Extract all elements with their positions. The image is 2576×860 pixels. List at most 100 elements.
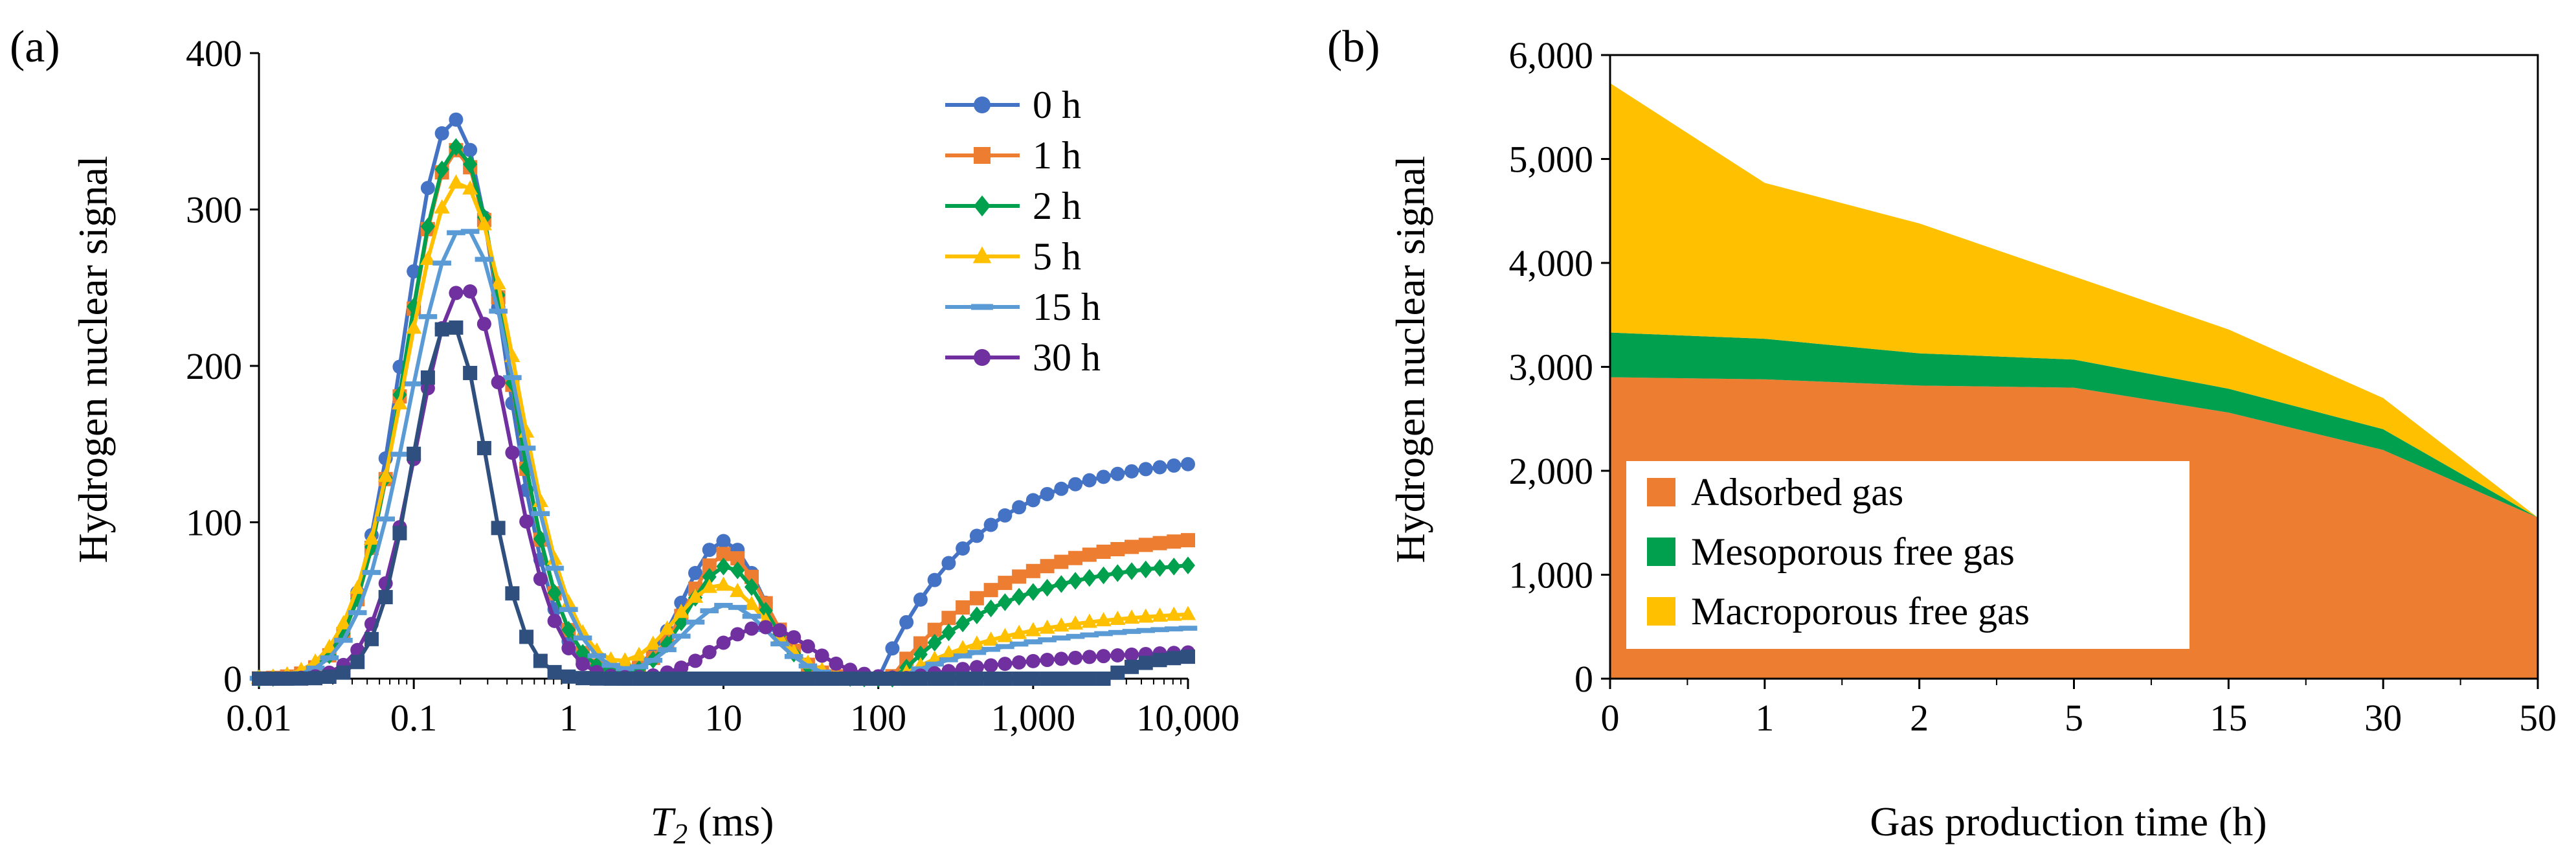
data-point <box>519 514 534 529</box>
data-point <box>1125 659 1139 674</box>
data-point <box>969 635 985 650</box>
axes-a: 0 100 200 300 400 0.01 0.1 1 10 100 1,000 10,000 <box>186 32 1240 739</box>
legend-label: 15 h <box>1033 286 1101 328</box>
data-point <box>972 246 992 264</box>
data-point <box>1012 672 1027 686</box>
data-point <box>969 660 984 675</box>
data-point <box>702 672 717 686</box>
data-point <box>1067 615 1084 630</box>
y-tick-label-a: 300 <box>186 189 242 231</box>
data-point <box>716 557 731 576</box>
data-point <box>1122 629 1141 634</box>
y-tick-label-b: 3,000 <box>1509 346 1594 389</box>
data-point <box>1011 624 1027 639</box>
data-point <box>475 256 494 262</box>
data-point <box>336 665 351 680</box>
x-tick-label-a: 0.1 <box>390 697 438 739</box>
data-point <box>589 671 604 686</box>
data-point <box>1152 536 1167 550</box>
data-point <box>1181 650 1195 664</box>
data-point <box>955 640 971 655</box>
data-point <box>574 624 591 639</box>
data-point <box>1025 493 1040 508</box>
data-point <box>688 653 703 668</box>
data-point <box>1110 564 1125 582</box>
legend-swatch <box>1647 538 1675 566</box>
data-point <box>1123 609 1140 624</box>
series-a <box>249 229 1198 681</box>
data-point <box>1068 650 1083 665</box>
data-point <box>998 508 1013 523</box>
data-point <box>913 592 928 607</box>
data-point <box>561 594 577 609</box>
data-point <box>671 633 691 639</box>
data-point <box>1096 672 1111 686</box>
data-point <box>420 370 435 385</box>
data-point <box>660 672 675 686</box>
data-point <box>998 657 1013 672</box>
legend-item-a: 15 h <box>945 286 1101 328</box>
data-point <box>974 96 991 113</box>
panel-label-b: (b) <box>1327 22 1380 72</box>
data-point <box>716 672 731 686</box>
data-point <box>1094 631 1113 637</box>
data-point <box>730 627 745 642</box>
data-point <box>730 561 745 580</box>
data-point <box>998 576 1013 591</box>
data-point <box>1025 583 1040 601</box>
chart-a: (a) Hydrogen nuclear signal T2 (ms) 0100… <box>10 22 1240 850</box>
y-tick-label-b: 2,000 <box>1509 450 1594 492</box>
data-point <box>1040 486 1055 501</box>
data-point <box>561 669 576 684</box>
legend-label: 2 h <box>1033 185 1081 227</box>
data-point <box>1110 542 1125 557</box>
data-point <box>505 586 520 601</box>
data-point <box>1136 628 1156 633</box>
y-axis-label-b: Hydrogen nuclear signal <box>1387 155 1433 563</box>
data-point <box>913 645 928 664</box>
data-point <box>1152 607 1168 622</box>
data-point <box>418 314 438 319</box>
data-point <box>983 599 998 618</box>
data-point <box>491 375 506 390</box>
data-point <box>716 534 731 549</box>
data-point <box>674 661 689 675</box>
data-point <box>1082 473 1097 488</box>
data-point <box>1181 533 1195 548</box>
data-point <box>1025 672 1040 686</box>
data-point <box>787 630 801 645</box>
data-point <box>702 558 717 573</box>
x-axis-label-a-sub: 2 <box>673 818 688 850</box>
data-point <box>981 646 1000 652</box>
data-point <box>1040 578 1055 597</box>
data-point <box>546 550 563 565</box>
data-point <box>629 664 649 670</box>
data-point <box>967 650 987 655</box>
x-tick-label-b: 30 <box>2364 697 2402 739</box>
data-point <box>449 112 464 127</box>
data-point <box>420 181 435 196</box>
data-point <box>997 628 1013 642</box>
data-point <box>871 672 886 686</box>
data-point <box>1082 547 1097 562</box>
data-point <box>449 320 464 335</box>
data-point <box>645 671 660 686</box>
data-point <box>688 672 703 686</box>
legend-label: Macroporous free gas <box>1691 590 2030 633</box>
data-point <box>1138 462 1153 477</box>
data-point <box>463 365 478 380</box>
data-point <box>798 663 818 669</box>
data-point <box>927 572 942 587</box>
data-point <box>885 641 900 656</box>
data-point <box>1012 500 1027 515</box>
data-point <box>491 521 506 536</box>
data-point <box>1167 458 1182 473</box>
area-macroporous-free-gas <box>1610 83 2538 518</box>
data-point <box>1082 569 1097 587</box>
data-point <box>744 621 759 636</box>
data-point <box>758 620 773 635</box>
legend-item-a: 30 h <box>945 336 1101 379</box>
data-point <box>1040 672 1055 686</box>
data-point <box>800 639 815 654</box>
data-point <box>784 653 803 659</box>
